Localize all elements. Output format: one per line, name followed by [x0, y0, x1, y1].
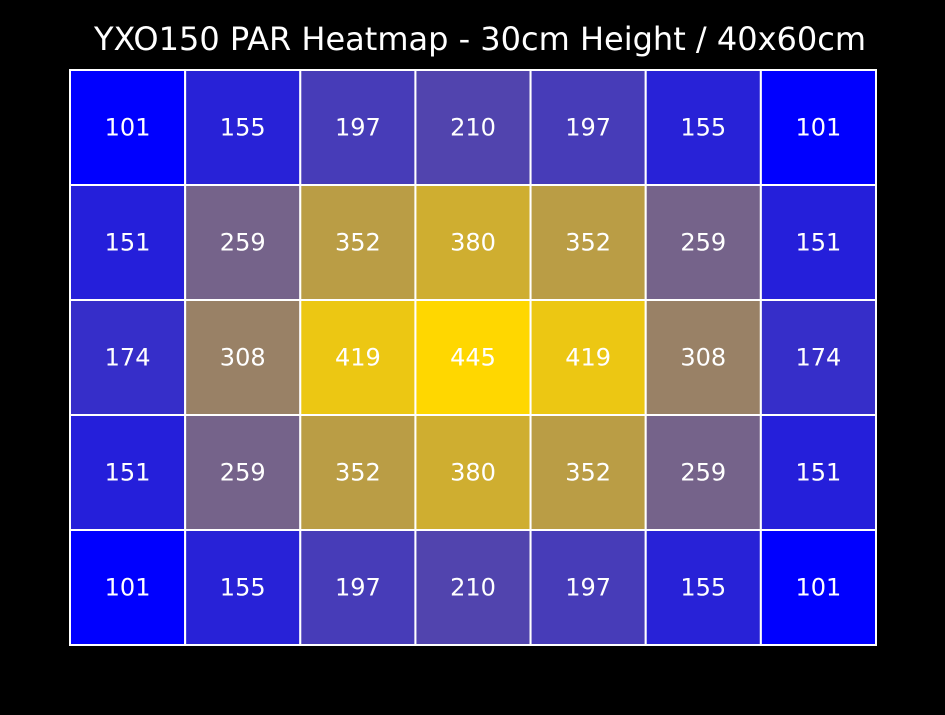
heatmap-cell — [184, 184, 302, 301]
cell-label: 101 — [796, 114, 842, 142]
heatmap-cell — [759, 414, 877, 531]
heatmap-cell — [759, 529, 877, 646]
cell-label: 352 — [565, 459, 611, 487]
cell-label: 197 — [565, 114, 611, 142]
cell-label: 155 — [220, 574, 266, 602]
heatmap-cell — [69, 414, 187, 531]
heatmap-cell — [759, 299, 877, 416]
cell-label: 101 — [105, 114, 151, 142]
heatmap-cell — [184, 529, 302, 646]
cell-label: 259 — [680, 229, 726, 257]
cell-label: 101 — [796, 574, 842, 602]
heatmap-cell — [184, 69, 302, 186]
heatmap-cell — [529, 299, 647, 416]
cell-label: 151 — [796, 229, 842, 257]
heatmap-cell — [529, 414, 647, 531]
cell-label: 101 — [105, 574, 151, 602]
cell-label: 259 — [680, 459, 726, 487]
cell-label: 197 — [565, 574, 611, 602]
cell-label: 419 — [335, 344, 381, 372]
cell-label: 174 — [105, 344, 151, 372]
heatmap-cell — [644, 184, 762, 301]
cell-label: 151 — [105, 229, 151, 257]
heatmap-cell — [69, 69, 187, 186]
heatmap-cell — [184, 414, 302, 531]
cell-label: 174 — [796, 344, 842, 372]
cell-label: 151 — [796, 459, 842, 487]
heatmap-cell — [299, 299, 417, 416]
cell-label: 197 — [335, 574, 381, 602]
cell-label: 155 — [680, 574, 726, 602]
cell-label: 308 — [680, 344, 726, 372]
cell-label: 380 — [450, 459, 496, 487]
heatmap-cell — [69, 299, 187, 416]
cell-label: 259 — [220, 229, 266, 257]
heatmap-cell — [414, 414, 532, 531]
heatmap-cell — [299, 184, 417, 301]
heatmap-cell — [414, 299, 532, 416]
cell-label: 352 — [335, 459, 381, 487]
heatmap-cell — [299, 529, 417, 646]
cell-label: 352 — [565, 229, 611, 257]
cell-label: 352 — [335, 229, 381, 257]
cell-label: 419 — [565, 344, 611, 372]
heatmap-cell — [529, 184, 647, 301]
cell-label: 210 — [450, 114, 496, 142]
cell-label: 445 — [450, 344, 496, 372]
heatmap-cell — [299, 69, 417, 186]
cell-label: 380 — [450, 229, 496, 257]
cell-label: 151 — [105, 459, 151, 487]
heatmap-cell — [759, 69, 877, 186]
heatmap-cell — [529, 529, 647, 646]
chart-title: YXO150 PAR Heatmap - 30cm Height / 40x60… — [93, 20, 866, 58]
heatmap-cell — [184, 299, 302, 416]
heatmap-cell — [69, 184, 187, 301]
cell-label: 155 — [220, 114, 266, 142]
cell-label: 308 — [220, 344, 266, 372]
cell-label: 259 — [220, 459, 266, 487]
heatmap-cell — [759, 184, 877, 301]
heatmap-cell — [69, 529, 187, 646]
cell-label: 210 — [450, 574, 496, 602]
cell-label: 155 — [680, 114, 726, 142]
cell-label: 197 — [335, 114, 381, 142]
heatmap-cell — [299, 414, 417, 531]
